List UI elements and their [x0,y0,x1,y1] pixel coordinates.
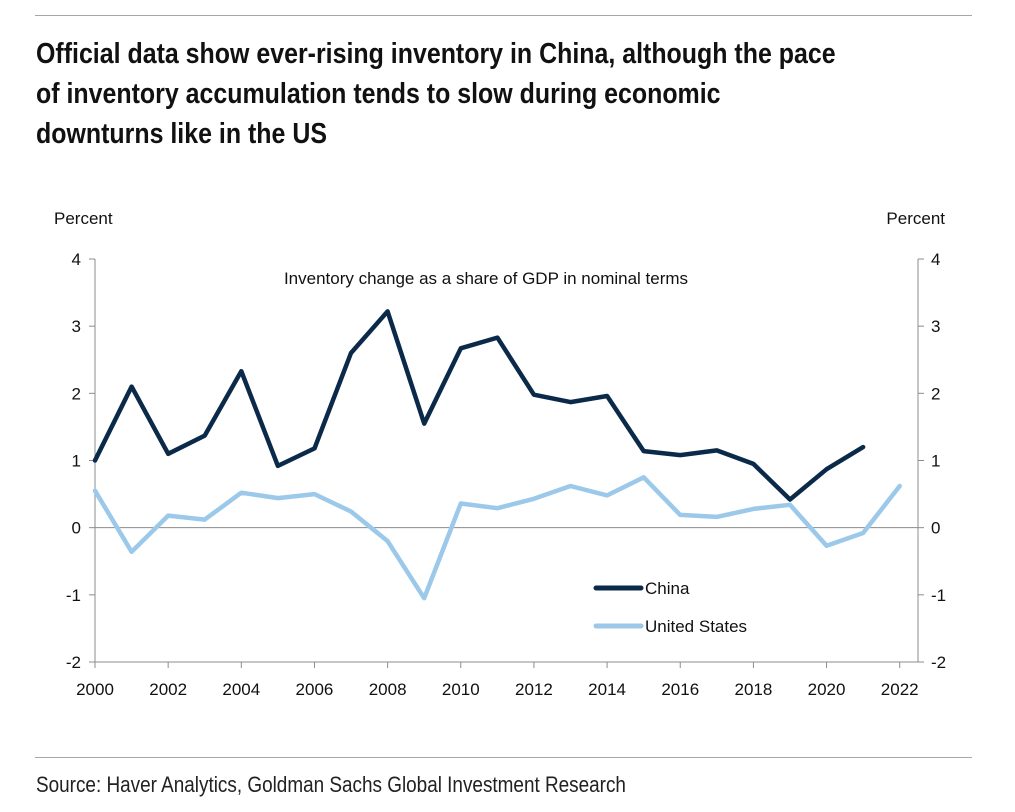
page-title: Official data show ever-rising inventory… [36,38,836,150]
y-tick-label-right: 3 [931,317,940,336]
x-tick-label: 2002 [149,680,187,699]
y-tick-label-left: 3 [72,317,81,336]
y-tick-label-right: 1 [931,452,940,471]
bottom-rule [35,757,972,758]
x-tick-label: 2022 [881,680,919,699]
y-tick-label-left: 2 [72,384,81,403]
y-tick-label-right: -2 [931,653,946,672]
x-tick-label: 2018 [734,680,772,699]
y-tick-label-right: -1 [931,586,946,605]
y-tick-label-left: 0 [72,519,81,538]
y-tick-label-right: 2 [931,384,940,403]
x-tick-label: 2010 [442,680,480,699]
series-layer [92,309,902,601]
top-rule [35,15,972,16]
y-tick-label-left: 4 [72,250,81,269]
y-tick-label-right: 0 [931,519,940,538]
x-tick-label: 2000 [76,680,114,699]
x-tick-label: 2008 [369,680,407,699]
legend-label-china: China [645,579,690,598]
x-tick-label: 2016 [661,680,699,699]
legend: China United States [593,579,747,636]
y-axis-label-left: Percent [54,209,113,228]
y-tick-label-left: -2 [66,653,81,672]
y-tick-label-left: 1 [72,452,81,471]
x-tick-label: 2014 [588,680,626,699]
x-tick-label: 2012 [515,680,553,699]
y-tick-label-right: 4 [931,250,940,269]
axes: 4 4 3 3 2 2 1 1 0 0 -1 -1 -2 -2 2000 2002 2004 2006 2008 20… [66,250,946,699]
source-note: Source: Haver Analytics, Goldman Sachs G… [36,772,626,797]
x-tick-label: 2004 [222,680,260,699]
x-tick-label: 2020 [808,680,846,699]
x-tick-label: 2006 [296,680,334,699]
series-line-china [92,309,866,502]
y-axis-label-right: Percent [886,209,945,228]
series-line-united-states [92,475,902,601]
legend-label-united-states: United States [645,617,747,636]
y-tick-label-left: -1 [66,586,81,605]
chart-subtitle: Inventory change as a share of GDP in no… [284,269,688,288]
